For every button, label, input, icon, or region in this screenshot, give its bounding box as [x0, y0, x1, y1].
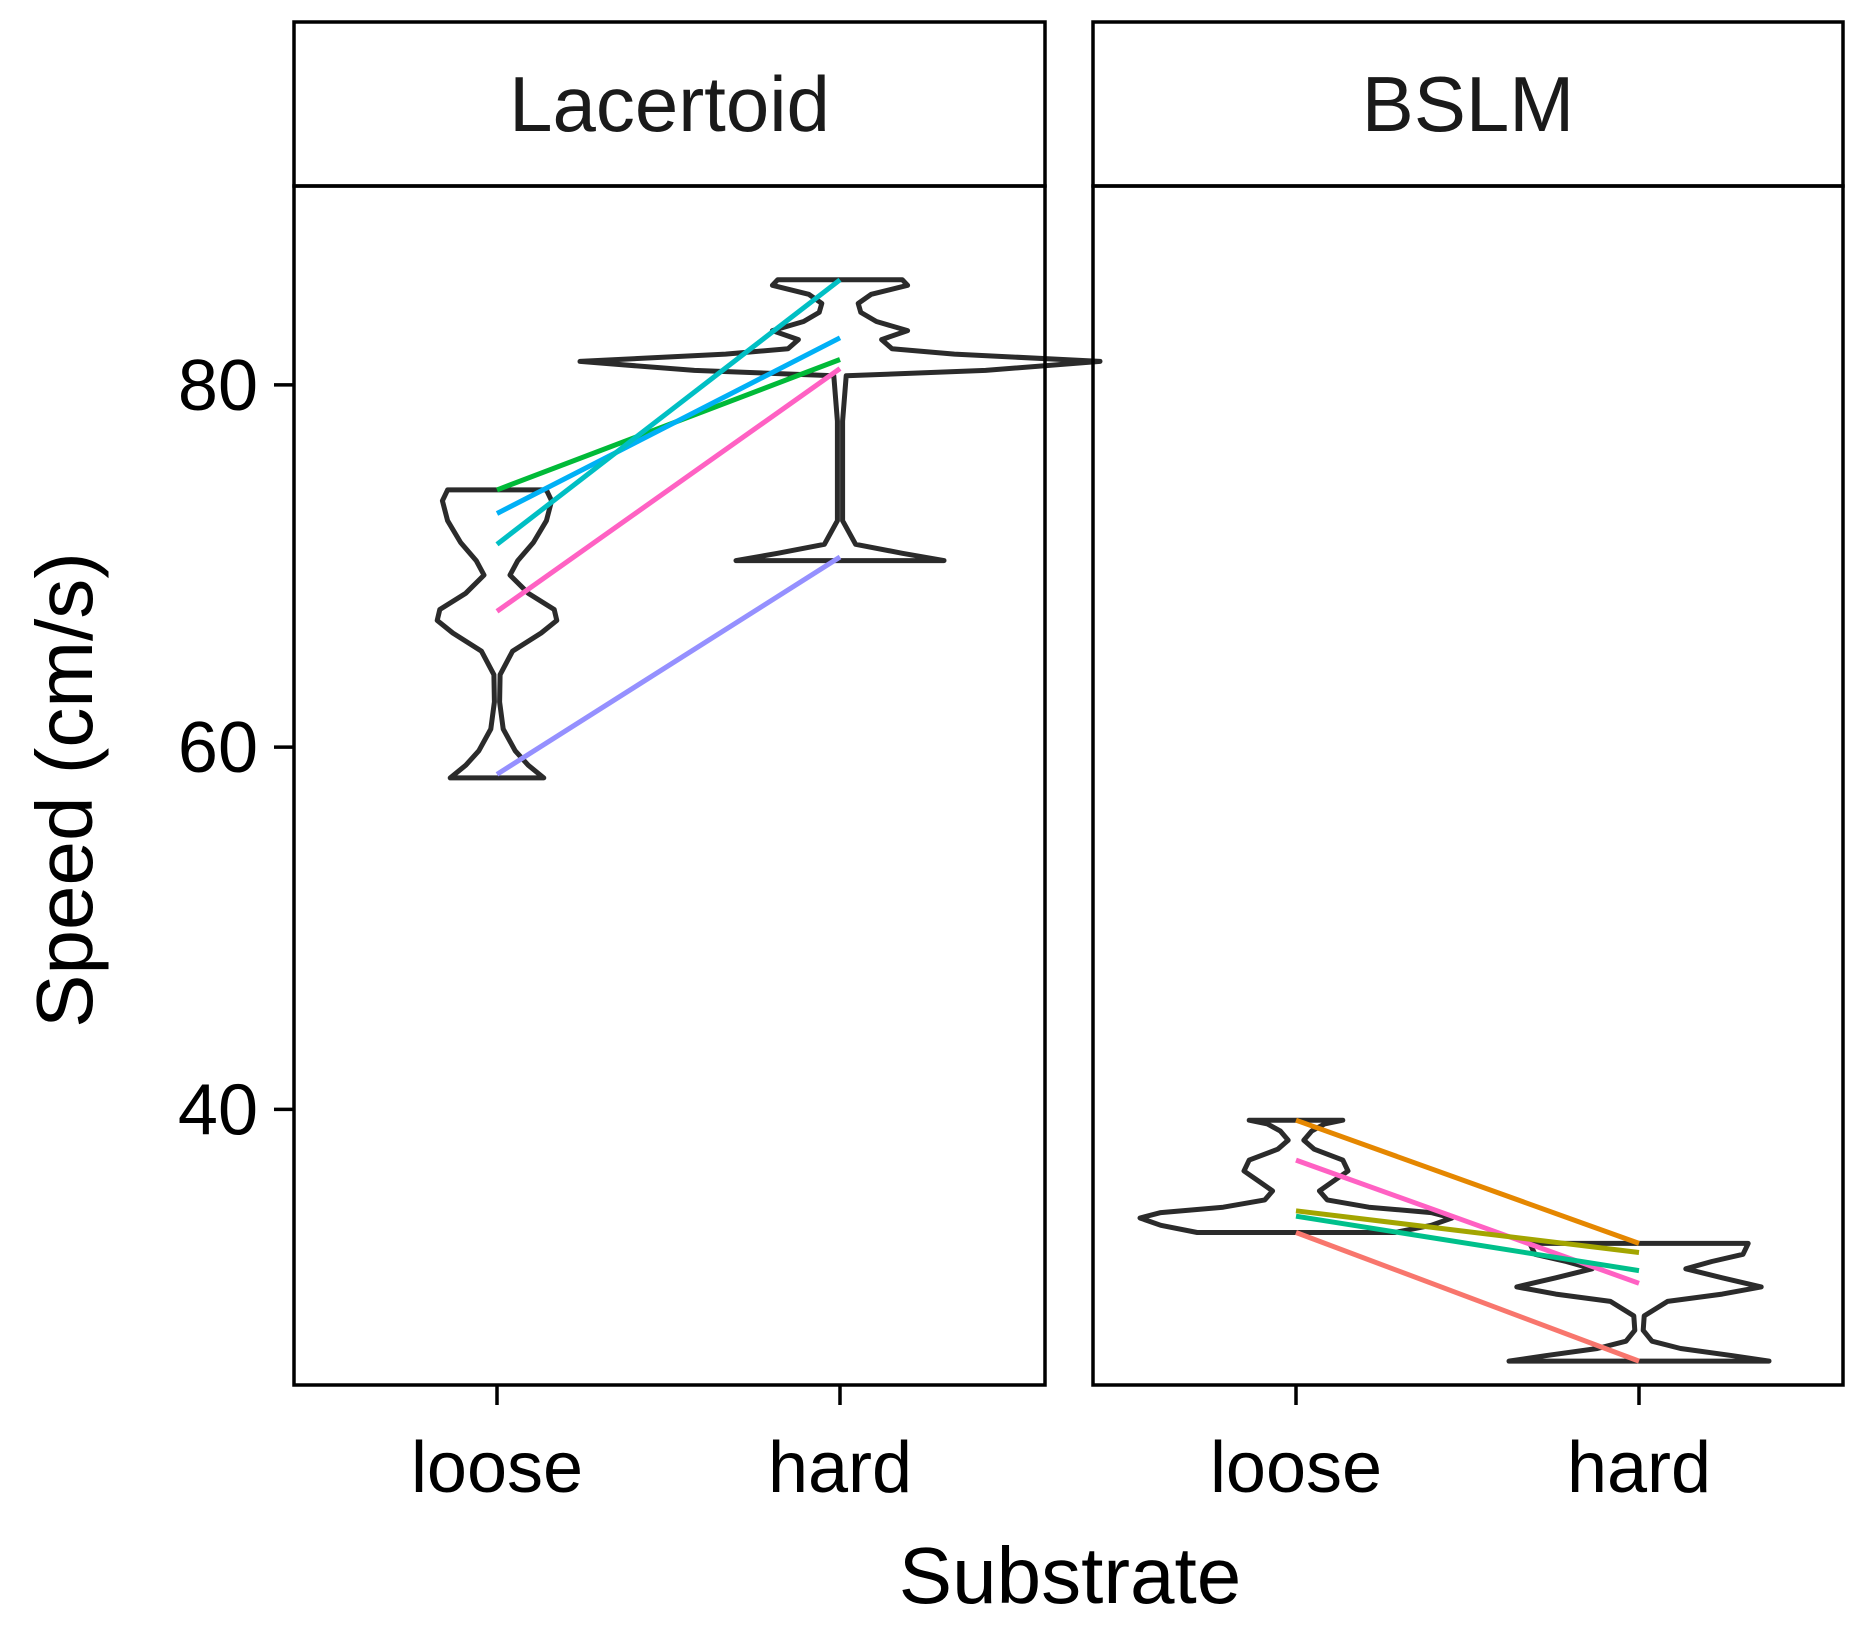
paired-line-0	[1295, 1117, 1640, 1246]
y-axis: 40 60 80	[178, 346, 294, 1150]
strip-background	[1091, 20, 1845, 188]
strip-title: BSLM	[1362, 60, 1574, 148]
panel-border	[1091, 184, 1845, 1387]
paired-line-1	[495, 335, 842, 516]
panel-bslm: BSLM loose hard	[1091, 20, 1845, 1508]
violin-hard	[1506, 1240, 1772, 1364]
y-tick-label: 80	[178, 346, 258, 426]
paired-line-3	[495, 366, 842, 614]
x-tick-label: hard	[768, 1428, 912, 1508]
y-axis-title: Speed (cm/s)	[20, 552, 109, 1028]
violin-hard	[577, 277, 1103, 564]
x-tick-label: loose	[1210, 1428, 1382, 1508]
paired-line-2	[495, 277, 842, 547]
paired-line-4	[495, 554, 842, 777]
violin-loose	[1137, 1117, 1455, 1235]
paired-line-2	[1295, 1208, 1640, 1255]
x-tick-label: hard	[1567, 1428, 1711, 1508]
paired-line-4	[1295, 1230, 1640, 1364]
paired-line-3	[1295, 1213, 1640, 1274]
panel-border	[292, 184, 1047, 1387]
strip-background	[292, 20, 1047, 188]
y-tick-label: 60	[178, 708, 258, 788]
x-axis-title: Substrate	[899, 1531, 1241, 1620]
violin-loose	[434, 487, 560, 781]
y-tick-label: 40	[178, 1070, 258, 1150]
panel-lacertoid: Lacertoid loose hard	[292, 20, 1103, 1508]
strip-title: Lacertoid	[509, 60, 830, 148]
x-tick-label: loose	[411, 1428, 583, 1508]
